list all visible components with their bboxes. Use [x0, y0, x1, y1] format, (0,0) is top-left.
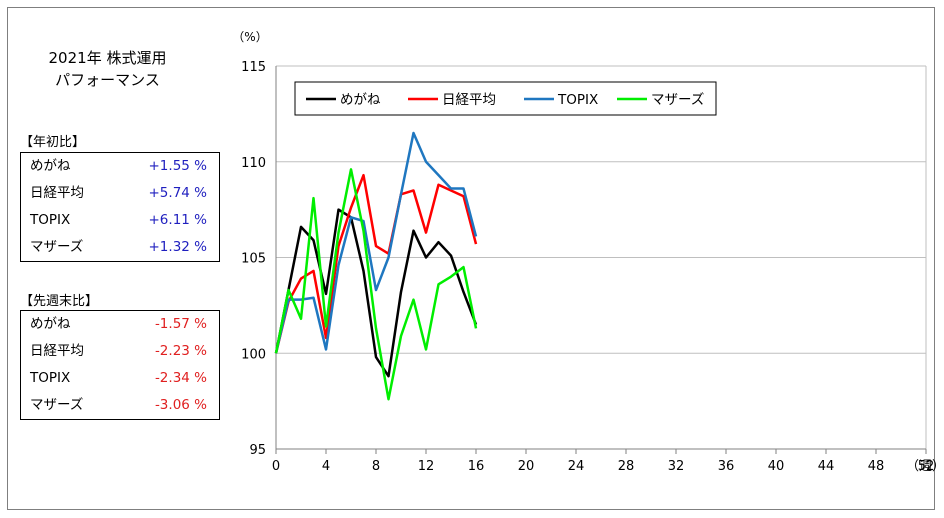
x-tick-label: 0 — [272, 459, 280, 474]
x-tick-label: 52 — [918, 459, 935, 474]
row-name: マザーズ — [30, 397, 84, 413]
table-row: TOPIX -2.34 % — [21, 365, 219, 392]
x-tick-label: 20 — [518, 459, 535, 474]
x-tick-label: 16 — [468, 459, 485, 474]
y-axis-label: （%） — [232, 30, 267, 44]
row-value: +1.55 % — [148, 158, 208, 174]
ytd-table: めがね +1.55 % 日経平均 +5.74 % TOPIX +6.11 % マ… — [20, 152, 220, 262]
row-name: マザーズ — [30, 239, 84, 255]
x-tick-label: 40 — [768, 459, 785, 474]
row-name: TOPIX — [30, 370, 71, 386]
legend-label: めがね — [340, 92, 381, 108]
y-tick-label: 100 — [241, 347, 266, 362]
row-value: -1.57 % — [154, 316, 207, 332]
chart-frame — [7, 7, 935, 510]
legend-label: 日経平均 — [442, 92, 496, 108]
row-name: めがね — [30, 158, 71, 174]
x-tick-label: 36 — [718, 459, 735, 474]
row-name: めがね — [30, 316, 71, 332]
table-row: TOPIX +6.11 % — [21, 207, 219, 234]
title-line-2: パフォーマンス — [55, 71, 160, 89]
x-tick-label: 32 — [668, 459, 685, 474]
x-tick-label: 4 — [322, 459, 330, 474]
table-row: 日経平均 -2.23 % — [21, 338, 219, 365]
wow-table: めがね -1.57 % 日経平均 -2.23 % TOPIX -2.34 % マ… — [20, 310, 220, 420]
title-line-1: 2021年 株式運用 — [48, 49, 167, 67]
row-name: 日経平均 — [30, 185, 84, 201]
series-line — [274, 208, 478, 378]
row-name: 日経平均 — [30, 343, 84, 359]
x-tick-label: 12 — [418, 459, 435, 474]
table-row: めがね +1.55 % — [21, 153, 219, 180]
legend: めがね 日経平均 TOPIX マザーズ — [294, 81, 717, 116]
row-value: -2.34 % — [154, 370, 207, 386]
series-line — [274, 168, 478, 401]
y-tick-label: 105 — [241, 252, 266, 267]
row-value: +5.74 % — [148, 185, 208, 201]
table-row: めがね -1.57 % — [21, 311, 219, 338]
table-row: マザーズ -3.06 % — [21, 392, 219, 419]
wow-label: 【先週末比】 — [20, 294, 99, 309]
x-tick-label: 48 — [868, 459, 885, 474]
chart-title: 2021年 株式運用 パフォーマンス — [20, 47, 195, 91]
x-axis-label: （週） — [906, 459, 944, 474]
row-value: -2.23 % — [154, 343, 207, 359]
table-row: 日経平均 +5.74 % — [21, 180, 219, 207]
row-value: +1.32 % — [148, 239, 208, 255]
row-value: -3.06 % — [154, 397, 207, 413]
series-line — [274, 131, 478, 354]
legend-label: TOPIX — [557, 92, 598, 108]
x-tick-label: 44 — [818, 459, 835, 474]
row-value: +6.11 % — [148, 212, 208, 228]
x-tick-label: 8 — [372, 459, 380, 474]
ytd-label: 【年初比】 — [20, 135, 86, 150]
legend-label: マザーズ — [651, 92, 704, 108]
x-tick-label: 24 — [568, 459, 585, 474]
series-line — [274, 173, 478, 354]
row-name: TOPIX — [30, 212, 71, 228]
table-row: マザーズ +1.32 % — [21, 234, 219, 261]
y-tick-label: 110 — [241, 156, 266, 171]
x-tick-label: 28 — [618, 459, 635, 474]
y-tick-label: 95 — [249, 443, 266, 458]
y-tick-label: 115 — [241, 60, 266, 75]
